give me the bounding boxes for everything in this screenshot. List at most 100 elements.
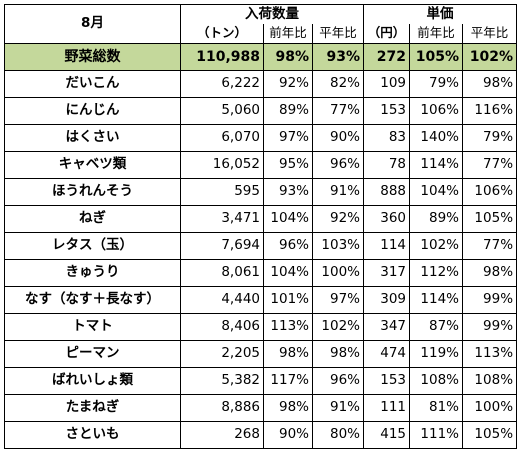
- price: 347: [363, 313, 411, 341]
- table-row: きゅうり 8,061 104% 100% 317 112% 98%: [4, 259, 518, 287]
- item-name: たまねぎ: [4, 394, 181, 422]
- price-prev-year: 111%: [409, 421, 464, 449]
- table-row: キャベツ類 16,052 95% 96% 78 114% 77%: [4, 151, 518, 179]
- price-normal-year: 77%: [462, 151, 518, 179]
- volume-normal-year-header: 平年比: [311, 24, 365, 44]
- volume-prev-year: 93%: [263, 178, 313, 206]
- table-row: はくさい 6,070 97% 90% 83 140% 79%: [4, 124, 518, 152]
- volume-prev-year: 98%: [263, 340, 313, 368]
- price-normal-year: 113%: [462, 340, 518, 368]
- price-prev-year-header: 前年比: [409, 24, 464, 44]
- volume: 7,694: [180, 232, 264, 260]
- volume-prev-year: 104%: [263, 259, 313, 287]
- volume-normal-year: 91%: [311, 394, 365, 422]
- table-row: だいこん 6,222 92% 82% 109 79% 98%: [4, 70, 518, 98]
- volume-normal-year: 82%: [311, 70, 365, 98]
- volume-normal-year: 100%: [311, 259, 365, 287]
- item-name: ほうれんそう: [4, 178, 181, 206]
- volume-normal-year: 96%: [311, 367, 365, 395]
- price-normal-year: 98%: [462, 259, 518, 287]
- volume-normal-year: 77%: [311, 97, 365, 125]
- volume-prev-year: 96%: [263, 232, 313, 260]
- price-prev-year: 81%: [409, 394, 464, 422]
- price-normal-year: 98%: [462, 70, 518, 98]
- price: 78: [363, 151, 411, 179]
- volume-prev-year: 95%: [263, 151, 313, 179]
- price-prev-year: 79%: [409, 70, 464, 98]
- volume-prev-year-header: 前年比: [263, 24, 313, 44]
- volume-prev-year: 104%: [263, 205, 313, 233]
- table-row: たまねぎ 8,886 98% 91% 111 81% 100%: [4, 394, 518, 422]
- table-row: ばれいしょ類 5,382 117% 96% 153 108% 108%: [4, 367, 518, 395]
- volume: 6,070: [180, 124, 264, 152]
- volume-normal-year: 102%: [311, 313, 365, 341]
- summary-volume-normal-year: 93%: [311, 43, 365, 71]
- table-row: にんじん 5,060 89% 77% 153 106% 116%: [4, 97, 518, 125]
- volume-unit-header: （トン）: [180, 24, 264, 44]
- volume: 2,205: [180, 340, 264, 368]
- price-prev-year: 104%: [409, 178, 464, 206]
- table-row: なす（なす＋長なす） 4,440 101% 97% 309 114% 99%: [4, 286, 518, 314]
- volume-prev-year: 98%: [263, 394, 313, 422]
- price: 309: [363, 286, 411, 314]
- table-row: ピーマン 2,205 98% 98% 474 119% 113%: [4, 340, 518, 368]
- price-normal-year: 106%: [462, 178, 518, 206]
- price-prev-year: 89%: [409, 205, 464, 233]
- price-normal-year-header: 平年比: [462, 24, 518, 44]
- item-name: だいこん: [4, 70, 181, 98]
- volume: 595: [180, 178, 264, 206]
- summary-price-normal-year: 102%: [462, 43, 518, 71]
- price-normal-year: 99%: [462, 313, 518, 341]
- price-normal-year: 79%: [462, 124, 518, 152]
- price-prev-year: 108%: [409, 367, 464, 395]
- item-name: ねぎ: [4, 205, 181, 233]
- summary-price-prev-year: 105%: [409, 43, 464, 71]
- volume-normal-year: 98%: [311, 340, 365, 368]
- volume: 3,471: [180, 205, 264, 233]
- volume-prev-year: 90%: [263, 421, 313, 449]
- volume-normal-year: 92%: [311, 205, 365, 233]
- volume: 5,382: [180, 367, 264, 395]
- volume-prev-year: 101%: [263, 286, 313, 314]
- volume-normal-year: 103%: [311, 232, 365, 260]
- vegetable-arrival-table: 8月 入荷数量 単価 （トン） 前年比 平年比 （円） 前年比 平年比 野菜総数…: [4, 4, 518, 449]
- volume-prev-year: 92%: [263, 70, 313, 98]
- price: 109: [363, 70, 411, 98]
- volume: 8,886: [180, 394, 264, 422]
- volume: 8,061: [180, 259, 264, 287]
- price-normal-year: 116%: [462, 97, 518, 125]
- volume: 16,052: [180, 151, 264, 179]
- price-prev-year: 114%: [409, 286, 464, 314]
- item-name: にんじん: [4, 97, 181, 125]
- price: 83: [363, 124, 411, 152]
- table-row: ねぎ 3,471 104% 92% 360 89% 105%: [4, 205, 518, 233]
- price-prev-year: 112%: [409, 259, 464, 287]
- summary-name: 野菜総数: [4, 43, 181, 71]
- price-normal-year: 105%: [462, 205, 518, 233]
- price-prev-year: 114%: [409, 151, 464, 179]
- price-group-header: 単価: [363, 4, 518, 24]
- item-name: ピーマン: [4, 340, 181, 368]
- volume-normal-year: 80%: [311, 421, 365, 449]
- table-row: ほうれんそう 595 93% 91% 888 104% 106%: [4, 178, 518, 206]
- price-prev-year: 119%: [409, 340, 464, 368]
- item-name: レタス（玉）: [4, 232, 181, 260]
- item-name: はくさい: [4, 124, 181, 152]
- table-row: トマト 8,406 113% 102% 347 87% 99%: [4, 313, 518, 341]
- price-unit-header: （円）: [363, 24, 411, 44]
- summary-price: 272: [363, 43, 411, 71]
- price: 114: [363, 232, 411, 260]
- volume-group-header: 入荷数量: [179, 4, 365, 24]
- volume-prev-year: 117%: [263, 367, 313, 395]
- price: 360: [363, 205, 411, 233]
- volume: 268: [180, 421, 264, 449]
- price: 153: [363, 367, 411, 395]
- volume-prev-year: 97%: [263, 124, 313, 152]
- volume: 8,406: [180, 313, 264, 341]
- summary-volume: 110,988: [180, 43, 264, 71]
- price-prev-year: 106%: [409, 97, 464, 125]
- price: 153: [363, 97, 411, 125]
- month-label: 8月: [4, 4, 181, 44]
- price-prev-year: 87%: [409, 313, 464, 341]
- price: 415: [363, 421, 411, 449]
